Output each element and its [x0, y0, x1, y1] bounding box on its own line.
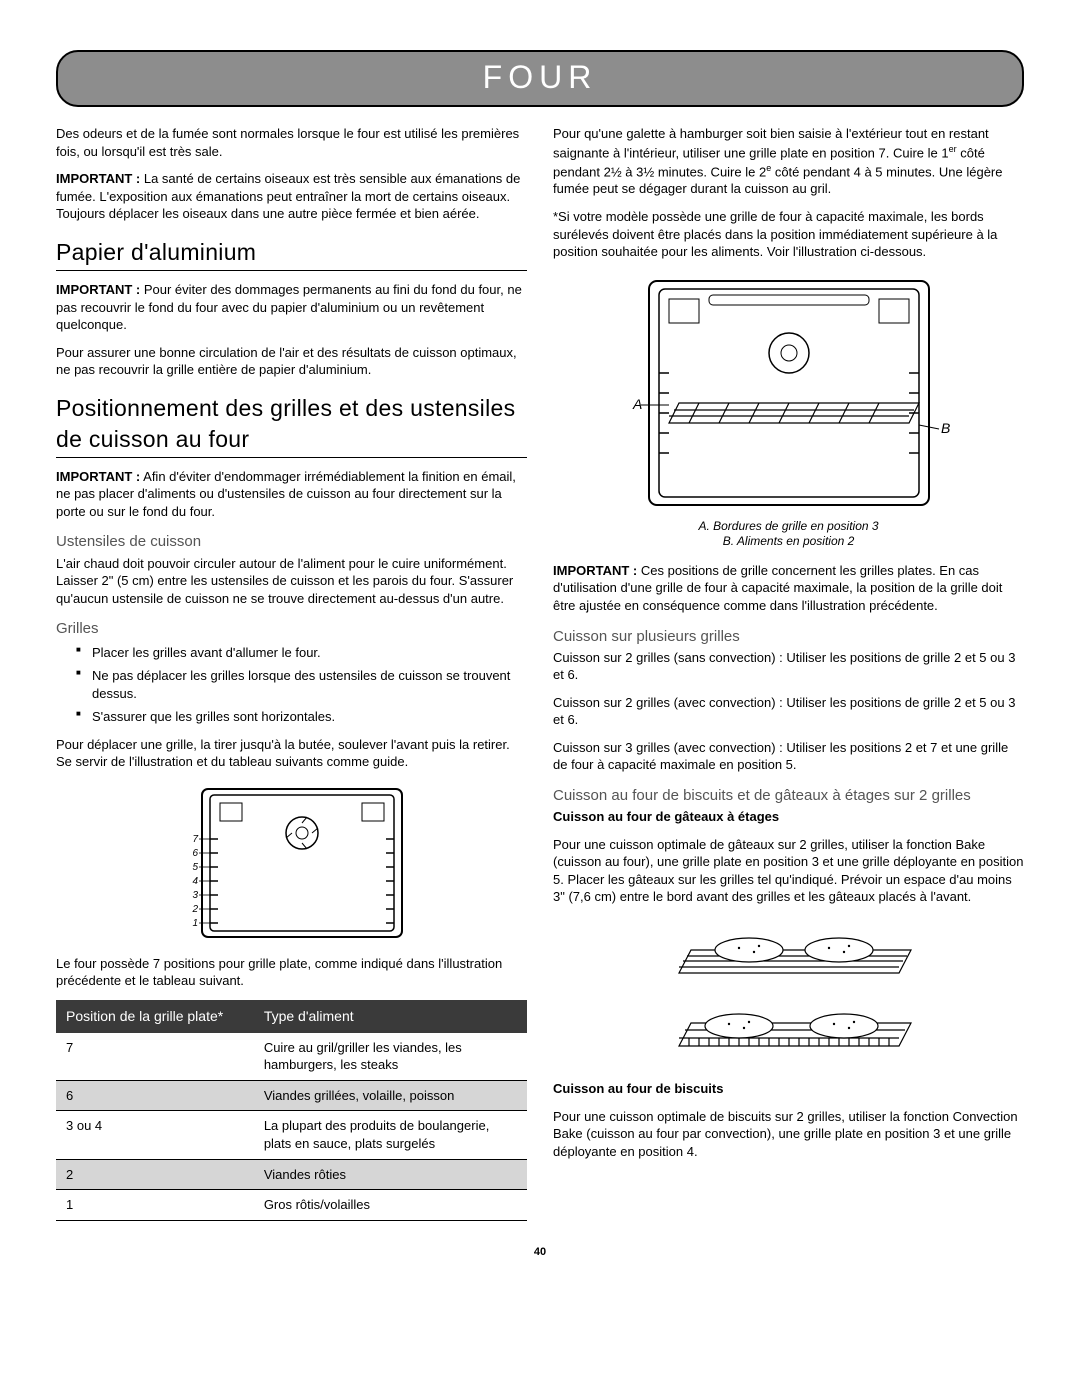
sec1-p2: Pour assurer une bonne circulation de l'…: [56, 344, 527, 379]
svg-text:6: 6: [192, 848, 198, 859]
svg-text:3: 3: [192, 890, 198, 901]
intro-important: IMPORTANT : La santé de certains oiseaux…: [56, 170, 527, 223]
cell-pos: 6: [56, 1080, 254, 1111]
caption-b: B. Aliments en position 2: [723, 534, 855, 548]
svg-text:5: 5: [192, 862, 198, 873]
right-important: IMPORTANT : Ces positions de grille conc…: [553, 562, 1024, 615]
multirack-p2: Cuisson sur 2 grilles (avec convection) …: [553, 694, 1024, 729]
subhead-grilles: Grilles: [56, 619, 527, 639]
svg-text:2: 2: [191, 904, 198, 915]
heading-rule: [56, 457, 527, 458]
table-row: 3 ou 4La plupart des produits de boulang…: [56, 1111, 527, 1159]
sec1-important: IMPORTANT : Pour éviter des dommages per…: [56, 281, 527, 334]
cell-food: Gros rôtis/volailles: [254, 1190, 527, 1221]
cell-food: Viandes grillées, volaille, poisson: [254, 1080, 527, 1111]
cell-pos: 7: [56, 1033, 254, 1081]
intro-paragraph: Des odeurs et de la fumée sont normales …: [56, 125, 527, 160]
cell-pos: 3 ou 4: [56, 1111, 254, 1159]
oven-rack-ab-figure: A B A. Bordures de grille en position 3 …: [553, 273, 1024, 550]
heading-papier: Papier d'aluminium: [56, 237, 527, 268]
heading-rule: [56, 270, 527, 271]
important-label: IMPORTANT :: [553, 563, 637, 578]
subhead-ustensiles: Ustensiles de cuisson: [56, 532, 527, 552]
svg-text:4: 4: [192, 876, 198, 887]
bold-gateaux: Cuisson au four de gâteaux à étages: [553, 808, 1024, 826]
oven-rack-ab-icon: A B: [609, 273, 969, 513]
table-row: 2Viandes rôties: [56, 1159, 527, 1190]
bold-biscuits: Cuisson au four de biscuits: [553, 1080, 1024, 1098]
gateaux-text: Pour une cuisson optimale de gâteaux sur…: [553, 836, 1024, 906]
caption-a: A. Bordures de grille en position 3: [698, 519, 878, 533]
cell-pos: 2: [56, 1159, 254, 1190]
oven-positions-icon: 7 6 5 4 3 2 1: [162, 783, 422, 943]
right-column: Pour qu'une galette à hamburger soit bie…: [553, 125, 1024, 1220]
list-item: Placer les grilles avant d'allumer le fo…: [76, 644, 527, 662]
rack-position-table: Position de la grille plate* Type d'alim…: [56, 1000, 527, 1221]
figure-caption: A. Bordures de grille en position 3 B. A…: [553, 519, 1024, 550]
svg-text:B: B: [941, 420, 950, 436]
table-body: 7Cuire au gril/griller les viandes, les …: [56, 1033, 527, 1220]
multirack-p3: Cuisson sur 3 grilles (avec convection) …: [553, 739, 1024, 774]
table-row: 7Cuire au gril/griller les viandes, les …: [56, 1033, 527, 1081]
biscuits-text: Pour une cuisson optimale de biscuits su…: [553, 1108, 1024, 1161]
svg-text:7: 7: [192, 834, 198, 845]
cell-food: La plupart des produits de boulangerie, …: [254, 1111, 527, 1159]
page-banner: FOUR: [56, 50, 1024, 107]
ustensiles-text: L'air chaud doit pouvoir circuler autour…: [56, 555, 527, 608]
oven-positions-figure: 7 6 5 4 3 2 1: [56, 783, 527, 943]
sup-er: er: [949, 144, 957, 154]
left-column: Des odeurs et de la fumée sont normales …: [56, 125, 527, 1220]
grilles-move-text: Pour déplacer une grille, la tirer jusqu…: [56, 736, 527, 771]
sec2-important: IMPORTANT : Afin d'éviter d'endommager i…: [56, 468, 527, 521]
multirack-p1: Cuisson sur 2 grilles (sans convection) …: [553, 649, 1024, 684]
list-item: Ne pas déplacer les grilles lorsque des …: [76, 667, 527, 702]
text: Pour qu'une galette à hamburger soit bie…: [553, 126, 989, 160]
table-intro: Le four possède 7 positions pour grille …: [56, 955, 527, 990]
two-racks-cakes-icon: [659, 918, 919, 1068]
important-label: IMPORTANT :: [56, 171, 140, 186]
page-number: 40: [56, 1245, 1024, 1260]
grilles-list: Placer les grilles avant d'allumer le fo…: [76, 644, 527, 726]
max-capacity-note: *Si votre modèle possède une grille de f…: [553, 208, 1024, 261]
important-label: IMPORTANT :: [56, 282, 140, 297]
cell-pos: 1: [56, 1190, 254, 1221]
two-racks-cakes-figure: [553, 918, 1024, 1068]
table-row: 6Viandes grillées, volaille, poisson: [56, 1080, 527, 1111]
cell-food: Viandes rôties: [254, 1159, 527, 1190]
two-column-layout: Des odeurs et de la fumée sont normales …: [56, 125, 1024, 1220]
cell-food: Cuire au gril/griller les viandes, les h…: [254, 1033, 527, 1081]
hamburger-text: Pour qu'une galette à hamburger soit bie…: [553, 125, 1024, 198]
table-row: 1Gros rôtis/volailles: [56, 1190, 527, 1221]
table-header-food: Type d'aliment: [254, 1000, 527, 1033]
important-label: IMPORTANT :: [56, 469, 140, 484]
svg-text:A: A: [632, 396, 642, 412]
subhead-biscuits-gateaux: Cuisson au four de biscuits et de gâteau…: [553, 786, 1024, 806]
svg-text:1: 1: [192, 918, 198, 929]
list-item: S'assurer que les grilles sont horizonta…: [76, 708, 527, 726]
table-header-position: Position de la grille plate*: [56, 1000, 254, 1033]
subhead-multirack: Cuisson sur plusieurs grilles: [553, 627, 1024, 647]
heading-positionnement: Positionnement des grilles et des ustens…: [56, 393, 527, 455]
